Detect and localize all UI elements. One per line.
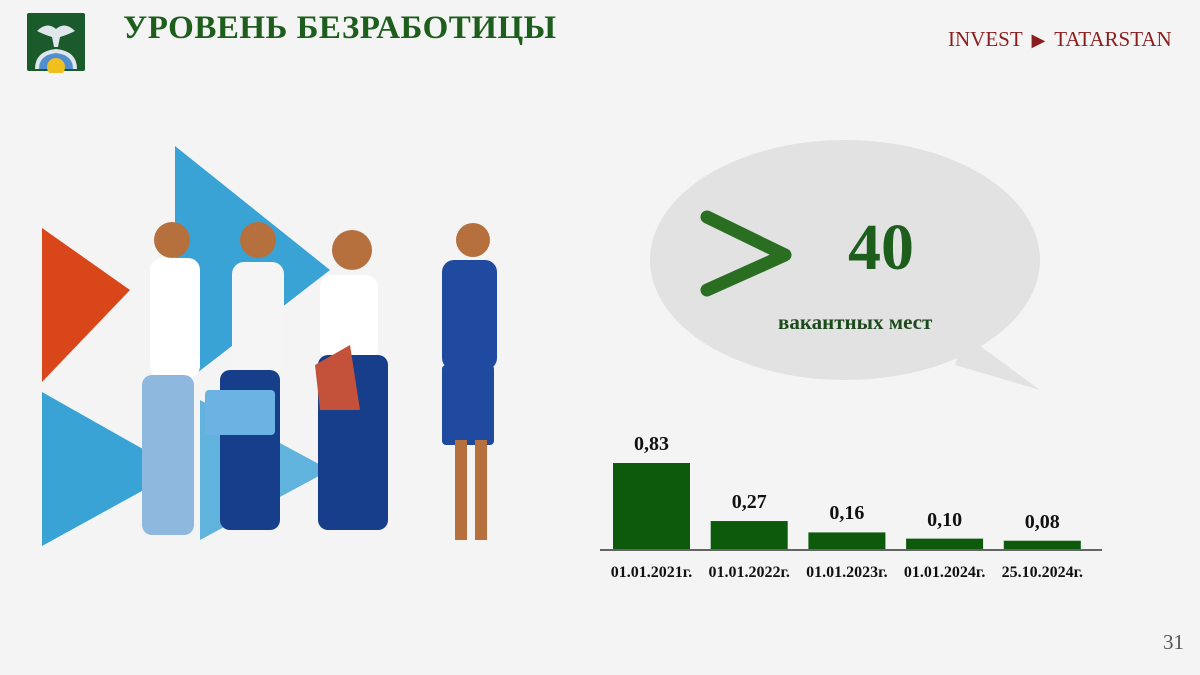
data-label: 0,10 [927, 508, 963, 531]
x-tick-label: 01.01.2022г. [708, 564, 790, 581]
bar-4 [1003, 540, 1081, 549]
brand-invest: INVEST [948, 27, 1023, 51]
greater-than-icon [700, 210, 792, 297]
people-illustration [42, 146, 497, 546]
vacancy-label: вакантных мест [778, 310, 933, 334]
brand-tatarstan: TATARSTAN [1054, 27, 1172, 51]
bar-1 [710, 521, 788, 549]
coat-of-arms-logo [27, 13, 85, 73]
speech-bubble [650, 140, 1040, 390]
x-tick-label: 01.01.2021г. [610, 564, 693, 581]
data-label: 0,27 [731, 491, 767, 514]
data-label: 0,16 [829, 502, 865, 525]
page-title: УРОВЕНЬ БЕЗРАБОТИЦЫ [123, 10, 557, 46]
data-label: 0,83 [634, 433, 669, 455]
brand-logo: INVEST ▶ TATARSTAN [948, 27, 1172, 52]
vacancy-count: 40 [848, 211, 914, 284]
bar-2 [808, 532, 886, 549]
data-label: 0,08 [1024, 510, 1060, 533]
x-tick-label: 25.10.2024г. [1001, 564, 1084, 581]
page-number: 31 [1163, 630, 1184, 654]
x-tick-label: 01.01.2024г. [903, 564, 986, 581]
x-tick-label: 01.01.2023г. [806, 564, 888, 581]
bar-3 [906, 538, 984, 549]
play-arrow-icon: ▶ [1031, 30, 1046, 50]
bar-0 [613, 463, 690, 549]
